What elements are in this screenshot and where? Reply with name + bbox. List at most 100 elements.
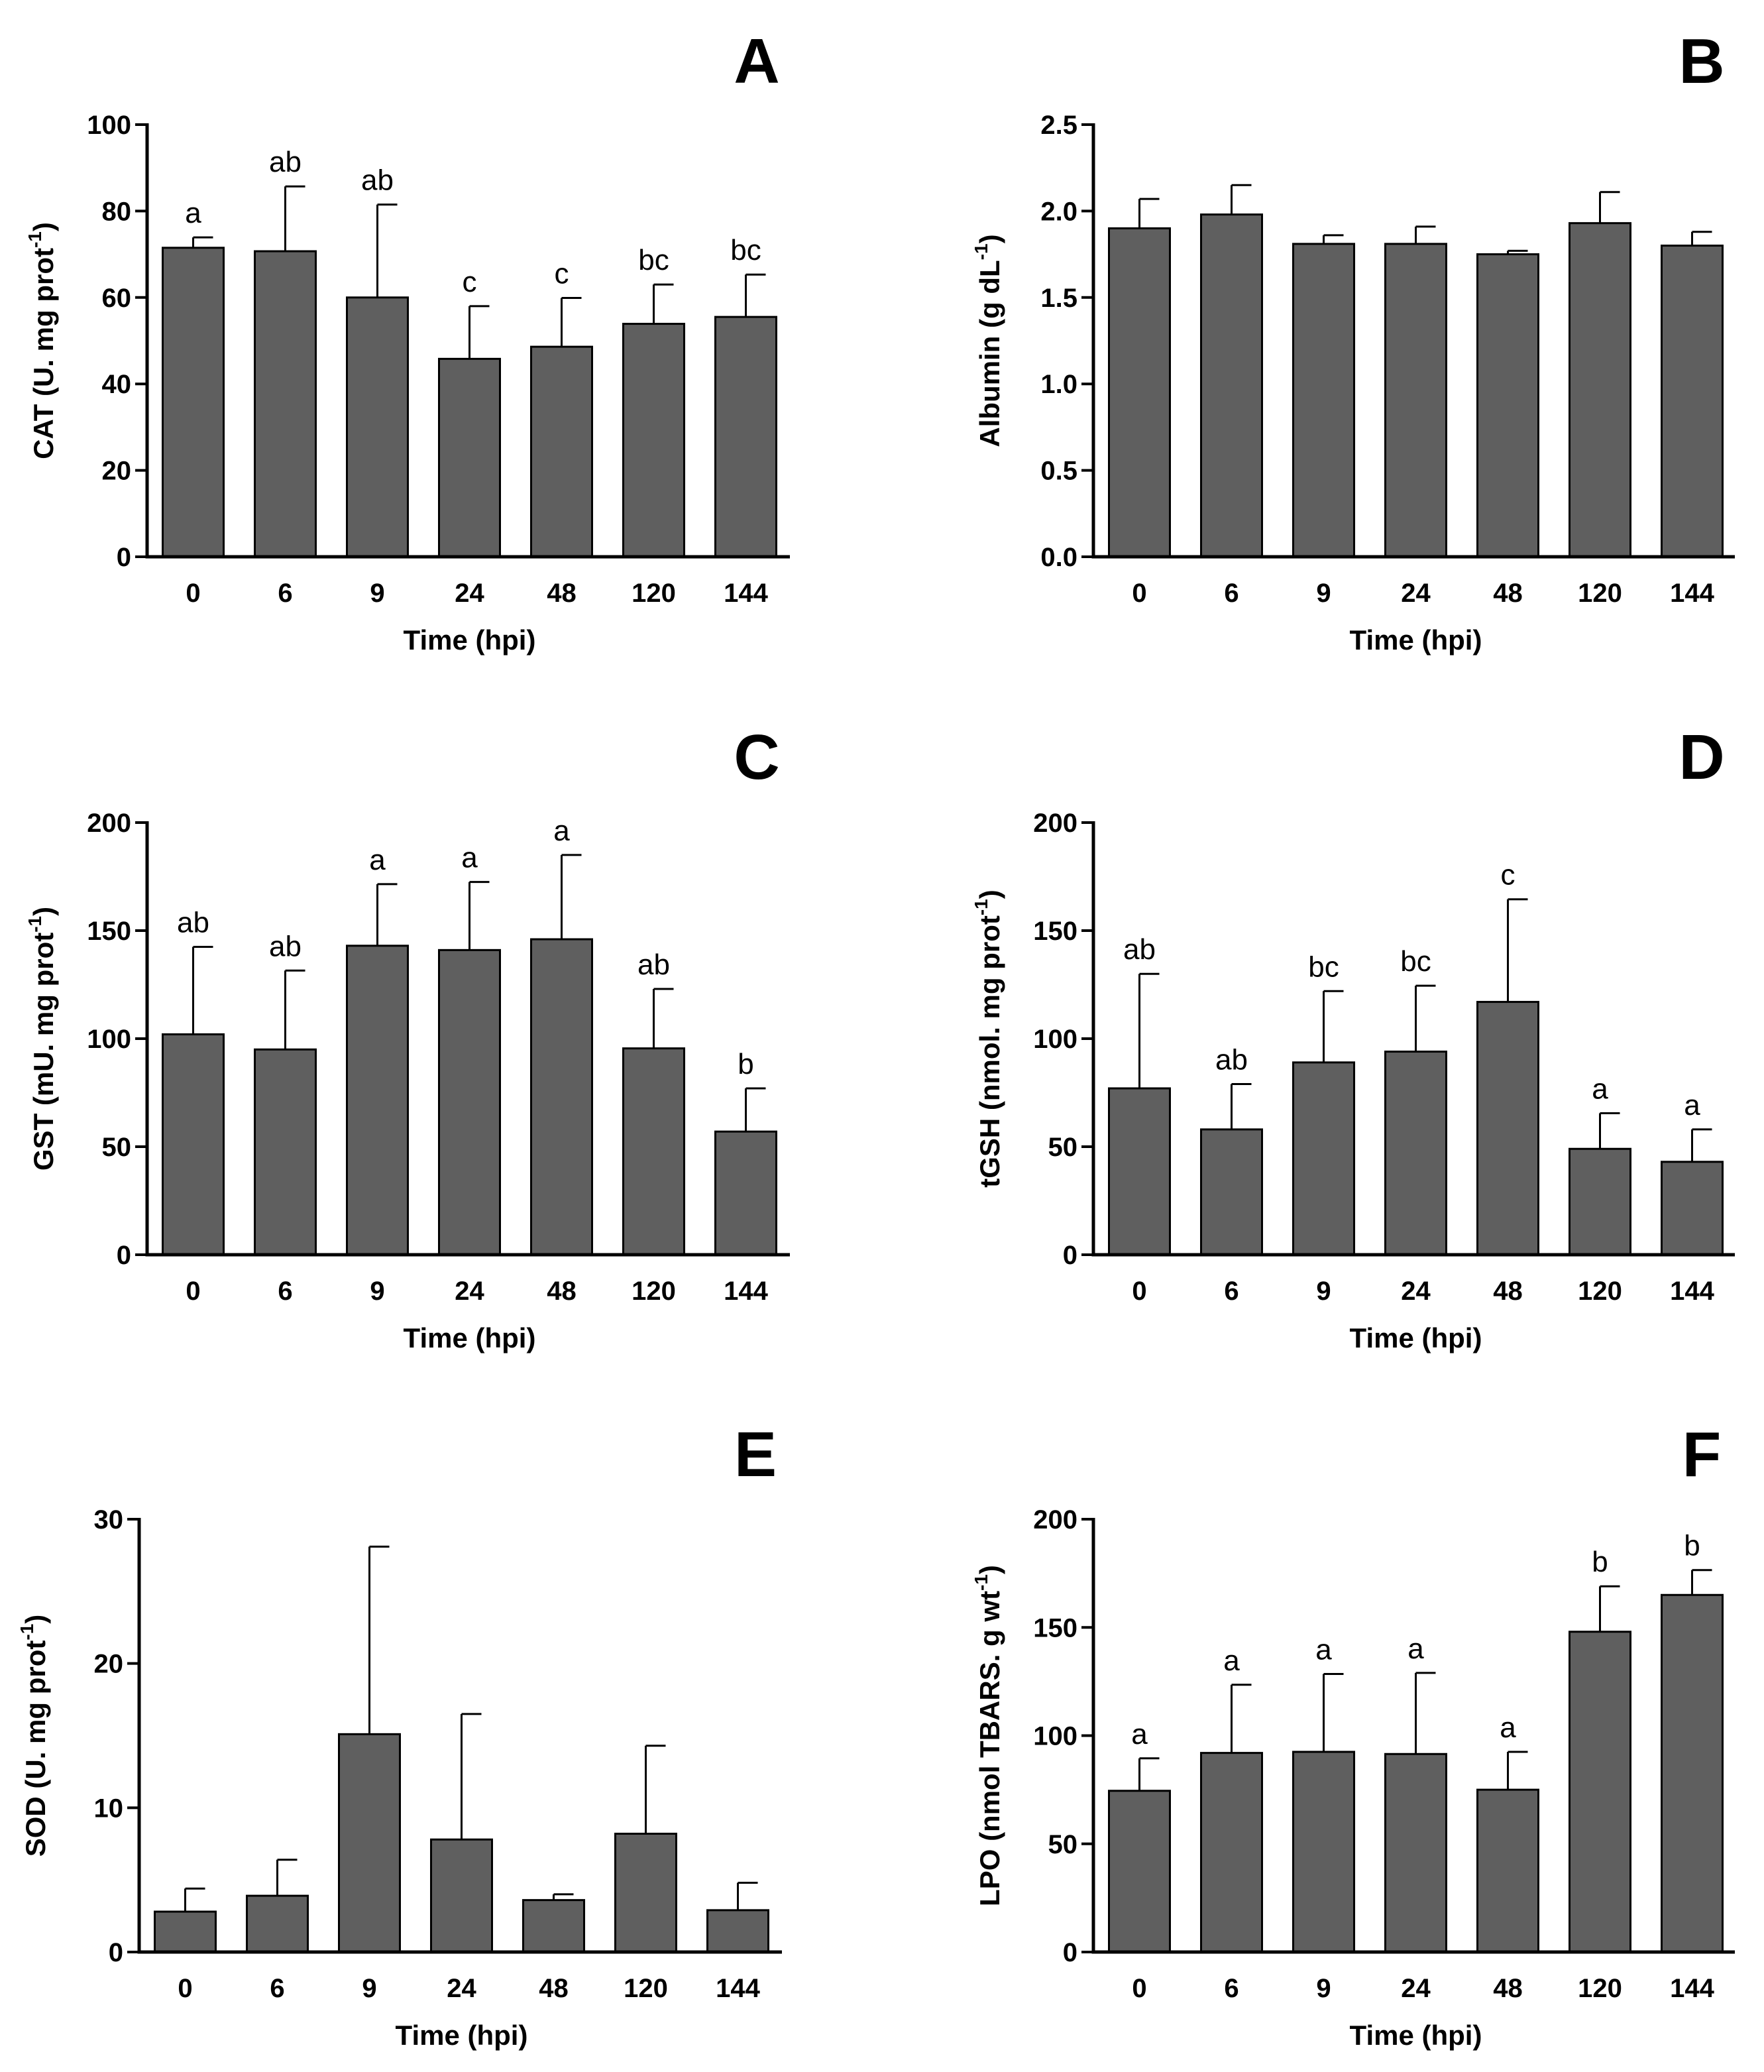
axes — [1091, 123, 1735, 559]
bar-24 — [438, 357, 501, 558]
x-tick-label: 6 — [1224, 1974, 1239, 2003]
bar-6 — [246, 1894, 309, 1953]
significance-label: ab — [269, 146, 302, 178]
y-axis-title: GST (mU. mg prot-1) — [25, 907, 59, 1171]
bar-0 — [1108, 1087, 1171, 1256]
bar-120 — [1569, 222, 1631, 558]
x-tick-label: 144 — [724, 1277, 768, 1306]
x-tick-label: 9 — [362, 1974, 376, 2003]
x-tick-label: 48 — [1493, 1277, 1523, 1306]
x-tick-label: 0 — [1132, 579, 1146, 608]
axes — [145, 123, 790, 559]
y-axis-title: LPO (nmol TBARS. g wt-1) — [971, 1565, 1005, 1906]
axes — [137, 1518, 782, 1954]
x-axis-title: Time (hpi) — [1350, 2020, 1482, 2051]
x-tick-label: 24 — [1401, 1974, 1431, 2003]
x-tick-label: 48 — [547, 579, 577, 608]
y-tick-label: 0 — [117, 1241, 131, 1270]
bar-48 — [522, 1899, 585, 1953]
bar-120 — [1569, 1631, 1631, 1953]
bar-120 — [1569, 1147, 1631, 1256]
bar-24 — [430, 1838, 493, 1953]
significance-label: a — [1407, 1633, 1424, 1665]
significance-label: c — [555, 257, 569, 290]
x-tick-label: 48 — [1493, 1974, 1523, 2003]
bar-6 — [1200, 1128, 1263, 1256]
x-tick-label: 9 — [1316, 1277, 1331, 1306]
x-tick-label: 120 — [1578, 1277, 1622, 1306]
y-tick-label: 0.0 — [1040, 543, 1077, 572]
y-tick-label: 200 — [1033, 809, 1077, 838]
x-tick-label: 9 — [1316, 1974, 1331, 2003]
x-tick-label: 120 — [1578, 579, 1622, 608]
y-axis-title-superscript: -1 — [971, 243, 991, 260]
bar-24 — [1384, 1753, 1447, 1953]
significance-label: a — [1223, 1644, 1240, 1677]
y-tick-label: 80 — [102, 197, 132, 226]
significance-label: a — [1592, 1072, 1608, 1105]
x-tick-label: 0 — [1132, 1277, 1146, 1306]
significance-label: bc — [638, 244, 669, 276]
bar-9 — [1292, 243, 1355, 558]
y-tick-label: 150 — [1033, 917, 1077, 946]
significance-label: b — [1592, 1546, 1608, 1578]
significance-label: a — [1131, 1718, 1148, 1751]
bar-144 — [714, 1130, 777, 1256]
x-tick-label: 24 — [447, 1974, 476, 2003]
bar-24 — [438, 949, 501, 1256]
bar-144 — [1661, 1161, 1724, 1256]
y-tick-label: 2.5 — [1040, 111, 1077, 140]
bar-9 — [338, 1733, 401, 1953]
x-axis-title: Time (hpi) — [396, 2020, 528, 2051]
significance-label: ab — [361, 164, 394, 197]
significance-label: ab — [637, 949, 670, 981]
x-tick-label: 0 — [1132, 1974, 1146, 2003]
chart-panel-e: E 0 10 20 30 0 6 9 24 48 120 144 Time (hpi) SOD (U. m… — [17, 1419, 782, 2051]
y-axis-title: CAT (U. mg prot-1) — [25, 222, 59, 459]
chart-panel-a: A 0 20 40 60 80 100 a 0 ab 6 ab 9 c 24 c 48 bc 120 bc 144 Tim… — [25, 26, 790, 656]
chart-panel-d: D 0 50 100 150 200 ab 0 ab 6 bc 9 bc 24 c 48 a 120 a 144 Tim… — [971, 722, 1735, 1353]
y-tick-label: 50 — [1048, 1830, 1078, 1859]
x-tick-label: 9 — [1316, 579, 1331, 608]
panel-letter: E — [734, 1419, 777, 1490]
y-tick-label: 10 — [94, 1794, 124, 1823]
significance-label: a — [185, 197, 201, 229]
y-tick-label: 0 — [1063, 1241, 1077, 1270]
significance-label: bc — [730, 234, 761, 266]
y-axis-title: SOD (U. mg prot-1) — [17, 1615, 51, 1857]
x-tick-label: 0 — [178, 1974, 192, 2003]
y-tick-label: 100 — [1033, 1722, 1077, 1751]
bar-0 — [162, 1033, 225, 1256]
panel-letter: C — [734, 722, 779, 793]
significance-label: bc — [1400, 945, 1431, 978]
x-tick-label: 6 — [270, 1974, 284, 2003]
y-axis-title-superscript: -1 — [17, 1624, 37, 1640]
x-tick-label: 6 — [1224, 579, 1239, 608]
x-tick-label: 120 — [632, 1277, 676, 1306]
bar-48 — [1476, 1001, 1539, 1256]
chart-panel-f: F 0 50 100 150 200 a 0 a 6 a 9 a 24 a 48 b 120 b 144 Time (h… — [971, 1419, 1735, 2051]
x-tick-label: 144 — [1670, 579, 1714, 608]
y-tick-label: 1.0 — [1040, 370, 1077, 399]
bar-120 — [622, 1047, 685, 1256]
chart-panel-b: B 0.0 0.5 1.0 1.5 2.0 2.5 0 6 9 24 48 120 144 Time (hp… — [971, 26, 1735, 656]
significance-label: ab — [177, 906, 209, 939]
x-tick-label: 48 — [547, 1277, 577, 1306]
y-tick-label: 50 — [1048, 1133, 1078, 1162]
bar-144 — [1661, 1593, 1724, 1953]
significance-label: a — [553, 815, 570, 847]
bar-6 — [254, 1048, 317, 1256]
x-tick-label: 9 — [370, 579, 384, 608]
y-tick-label: 2.0 — [1040, 197, 1077, 226]
bar-144 — [706, 1909, 769, 1953]
y-tick-label: 150 — [87, 917, 131, 946]
y-tick-label: 0 — [1063, 1938, 1077, 1967]
bar-0 — [162, 247, 225, 558]
bar-24 — [1384, 1051, 1447, 1256]
panel-letter: D — [1679, 722, 1724, 793]
bar-9 — [346, 945, 409, 1256]
bar-0 — [154, 1910, 217, 1953]
y-tick-label: 20 — [94, 1650, 124, 1679]
panel-letter: A — [734, 26, 779, 97]
y-tick-label: 0.5 — [1040, 457, 1077, 486]
